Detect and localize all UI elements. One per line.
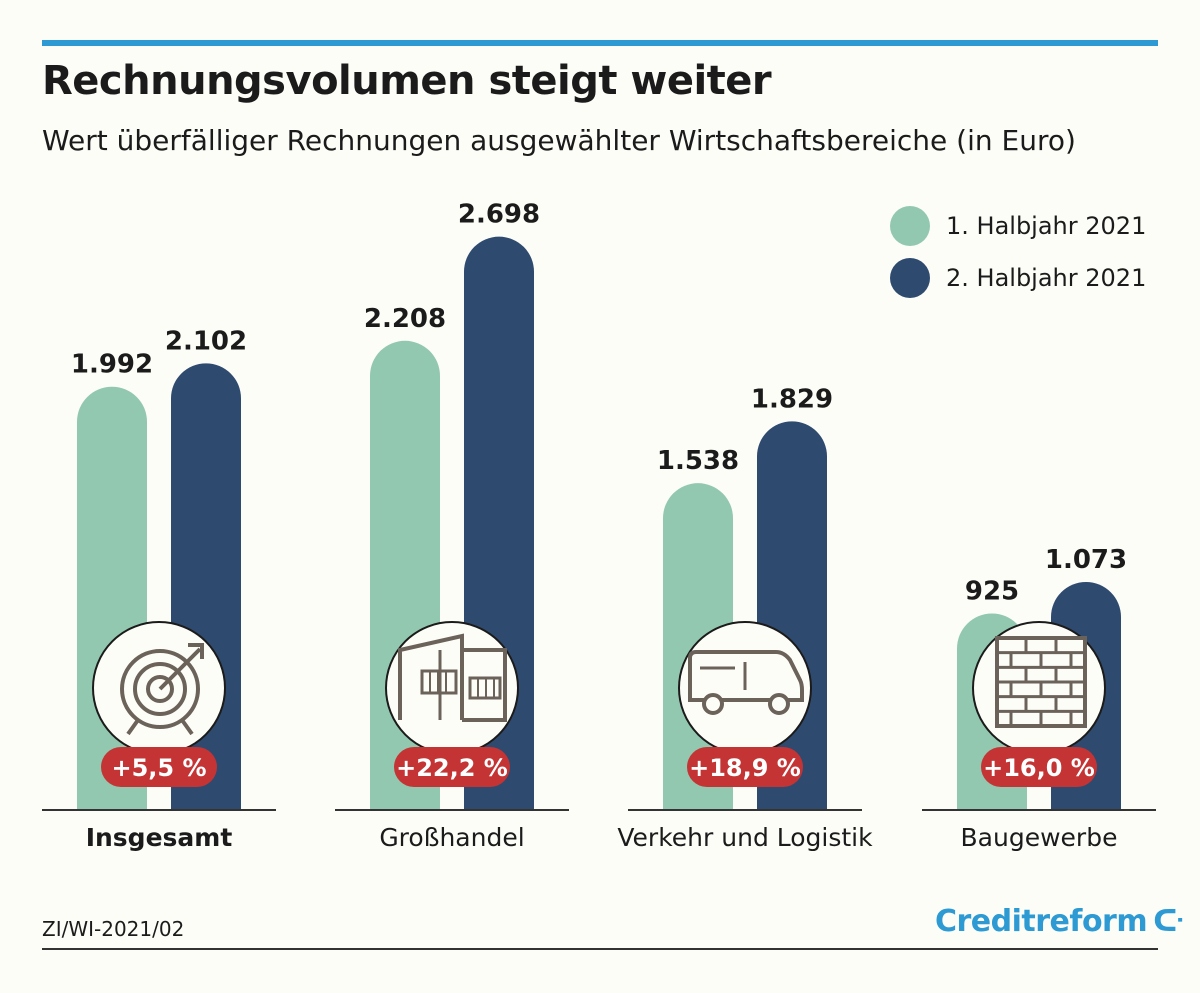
legend-label-h1: 1. Halbjahr 2021 xyxy=(946,212,1147,240)
legend: 1. Halbjahr 2021 2. Halbjahr 2021 xyxy=(890,200,1146,304)
legend-swatch-h1 xyxy=(890,206,930,246)
target-arrow xyxy=(158,647,202,691)
legend-item-h1: 1. Halbjahr 2021 xyxy=(890,200,1146,252)
chart-title: Rechnungsvolumen steigt weiter xyxy=(42,58,772,104)
target-arrow-head xyxy=(188,643,204,659)
target-ring xyxy=(146,675,174,703)
change-badge xyxy=(687,747,803,787)
brick-wall-icon xyxy=(995,636,1087,728)
creditreform-logo: Creditreform ᑢ xyxy=(935,904,1185,939)
value-label: 925 xyxy=(965,576,1019,606)
change-label: +5,5 % xyxy=(111,754,206,782)
change-badge xyxy=(981,747,1097,787)
building-icon xyxy=(398,633,507,722)
change-label: +22,2 % xyxy=(396,754,508,782)
change-label: +16,0 % xyxy=(983,754,1095,782)
target-leg xyxy=(126,718,140,736)
category-label: Insgesamt xyxy=(86,823,233,852)
chart-subtitle: Wert überfälliger Rechnungen ausgewählte… xyxy=(42,124,1076,157)
icon-circle xyxy=(385,621,519,755)
target-icon xyxy=(120,643,204,736)
value-label: 1.073 xyxy=(1045,545,1127,575)
building-outline xyxy=(398,633,464,720)
van-body xyxy=(688,650,804,702)
bar-group-4: 925 1.073 +16,0 % Baugewerbe xyxy=(922,545,1156,852)
bar-group-2: 2.208 2.698 +22,2 % Großhandel xyxy=(335,200,569,852)
building-outline xyxy=(460,648,507,722)
value-label: 2.698 xyxy=(458,200,540,230)
van-wheel xyxy=(768,693,790,715)
van-wheel xyxy=(702,693,724,715)
van-icon xyxy=(688,650,804,715)
category-label: Verkehr und Logistik xyxy=(617,823,873,852)
target-ring xyxy=(133,662,187,716)
target-leg xyxy=(180,718,194,736)
source-code: ZI/WI-2021/02 xyxy=(42,917,185,941)
top-rule xyxy=(42,40,1158,46)
category-label: Baugewerbe xyxy=(961,823,1118,852)
value-label: 2.102 xyxy=(165,326,247,356)
change-badge xyxy=(394,747,510,787)
target-ring xyxy=(120,649,200,729)
category-label: Großhandel xyxy=(379,823,524,852)
value-label: 1.829 xyxy=(751,384,833,414)
legend-swatch-h2 xyxy=(890,258,930,298)
value-label: 1.992 xyxy=(71,350,153,380)
value-label: 1.538 xyxy=(657,446,739,476)
value-label: 2.208 xyxy=(364,304,446,334)
bottom-rule xyxy=(42,948,1158,950)
legend-item-h2: 2. Halbjahr 2021 xyxy=(890,252,1146,304)
logo-text: Creditreform xyxy=(935,904,1148,939)
change-badge xyxy=(101,747,217,787)
change-label: +18,9 % xyxy=(689,754,801,782)
bar-group-3: 1.538 1.829 +18,9 % Verkehr und Logistik xyxy=(617,384,873,852)
logo-mark-icon: ᑢ xyxy=(1153,904,1185,939)
legend-label-h2: 2. Halbjahr 2021 xyxy=(946,264,1147,292)
bar-group-1: 1.992 2.102 +5,5 % Insgesamt xyxy=(42,326,276,852)
